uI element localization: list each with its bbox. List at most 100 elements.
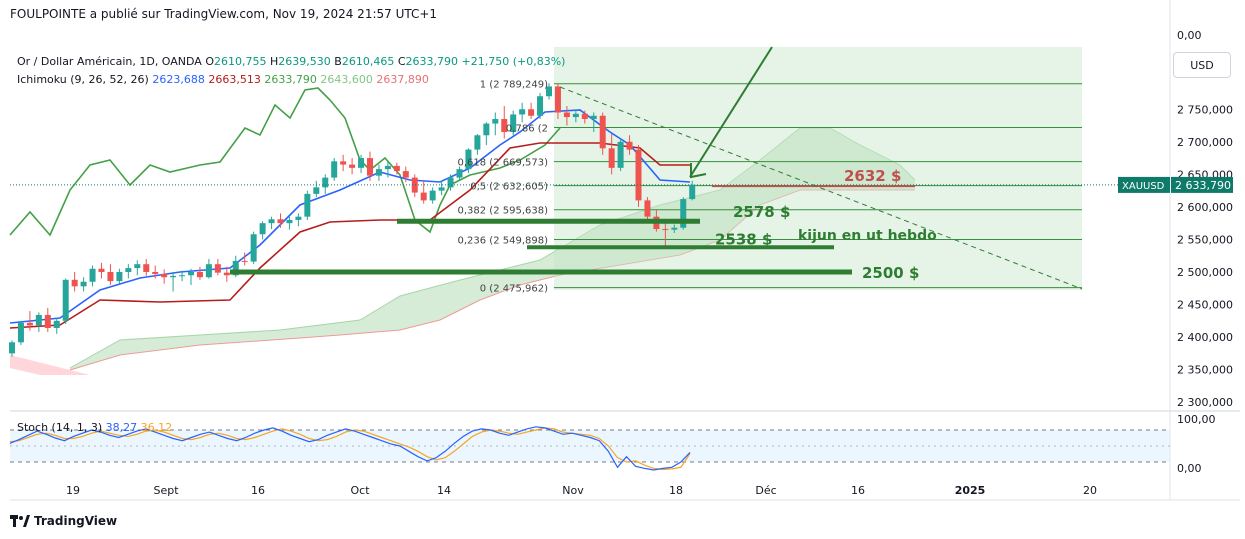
candle-body	[205, 264, 212, 278]
tradingview-logo[interactable]: TradingView	[10, 514, 117, 528]
candle-body	[98, 268, 105, 272]
candle-body	[286, 219, 293, 224]
candle-body	[671, 227, 678, 230]
ohlc-open-label: O	[205, 55, 215, 68]
candle-body	[241, 260, 248, 262]
ichimoku-span-b: 2637,890	[376, 73, 429, 86]
candle-body	[429, 190, 436, 201]
ichimoku-name: Ichimoku (9, 26, 52, 26)	[17, 73, 149, 86]
stoch-name: Stoch (14, 1, 3)	[17, 421, 103, 434]
candle-body	[232, 260, 239, 276]
trend-line-dashed	[559, 86, 1083, 290]
candle-body	[9, 342, 15, 354]
publish-info: FOULPOINTE a publié sur TradingView.com,…	[10, 7, 438, 21]
currency-button[interactable]: USD	[1173, 52, 1231, 78]
ohlc-open: 2610,755	[214, 55, 267, 68]
price-tick-label: 2 700,000	[1177, 136, 1233, 149]
kijun-sen-line	[9, 142, 690, 329]
candle-body	[17, 322, 24, 343]
candle-body	[456, 169, 463, 178]
price-tick-label: 2 450,000	[1177, 299, 1233, 312]
time-tick-label: 2025	[955, 484, 986, 497]
candle-body	[420, 192, 427, 201]
fib-level-label: 0,786 (2	[506, 123, 548, 134]
candle-body	[554, 86, 561, 113]
candle-body	[44, 314, 51, 328]
ohlc-close-label: C	[397, 55, 406, 68]
ichimoku-kijun: 2663,513	[208, 73, 261, 86]
candle-body	[546, 86, 552, 97]
candle-body	[349, 164, 356, 168]
candle-body	[447, 177, 454, 188]
stoch-k-value: 38,27	[105, 421, 138, 434]
candle-body	[644, 200, 651, 217]
candle-body	[134, 264, 141, 269]
time-tick-label: 16	[251, 484, 265, 497]
candle-body	[626, 141, 633, 150]
time-tick-label: Oct	[350, 484, 370, 497]
candle-body	[35, 314, 42, 326]
projection-arrow-head	[690, 163, 707, 179]
fib-level-label: 0,618 (2 669,573)	[457, 158, 548, 169]
symbol-legend: Or / Dollar Américain, 1D, OANDA O2610,7…	[17, 55, 565, 68]
candle-body	[528, 109, 535, 116]
candle-body	[599, 115, 606, 149]
candle-body	[223, 272, 230, 276]
candle-body	[196, 272, 203, 278]
price-tick-label: 2 400,000	[1177, 331, 1233, 344]
candle-body	[384, 165, 391, 170]
candle-body	[537, 96, 544, 116]
candle-body	[474, 135, 481, 150]
price-tick-label: 2 600,000	[1177, 201, 1233, 214]
candle-body	[152, 272, 159, 274]
candle-body	[179, 275, 186, 277]
candle-body	[581, 113, 588, 120]
candle-body	[465, 149, 472, 170]
symbol-tag	[1118, 176, 1170, 193]
fib-level-label: 0,382 (2 595,638)	[457, 206, 548, 217]
price-annotation: 2500 $	[862, 264, 919, 282]
last-price-tag	[1171, 176, 1233, 193]
candle-body	[689, 184, 696, 200]
tradingview-icon	[10, 515, 30, 527]
time-tick-label: 20	[1083, 484, 1097, 497]
price-annotation: kijun en ut hebdo	[798, 228, 937, 244]
candle-body	[501, 119, 508, 133]
candle-body	[358, 158, 365, 168]
symbol-title: Or / Dollar Américain, 1D, OANDA	[17, 55, 202, 68]
stoch-legend[interactable]: Stoch (14, 1, 3) 38,27 36,12	[17, 421, 172, 434]
price-tick-label: 2 550,000	[1177, 233, 1233, 246]
stoch-tick-label: 100,00	[1177, 413, 1216, 426]
candle-body	[483, 123, 490, 136]
fib-level-label: 0,5 (2 632,605)	[470, 182, 548, 193]
time-tick-label: Déc	[755, 484, 776, 497]
candle-body	[313, 187, 320, 194]
candle-body	[680, 199, 687, 228]
candle-body	[295, 216, 302, 220]
ichimoku-legend[interactable]: Ichimoku (9, 26, 52, 26) 2623,688 2663,5…	[17, 73, 429, 86]
candle-body	[572, 113, 579, 118]
ohlc-close: 2633,790	[405, 55, 459, 68]
price-tick-label: 2 500,000	[1177, 266, 1233, 279]
ichimoku-span-a: 2643,600	[320, 73, 373, 86]
candle-body	[277, 219, 284, 224]
candle-body	[393, 165, 400, 172]
ohlc-high: 2639,530	[278, 55, 331, 68]
time-tick-label: 14	[437, 484, 451, 497]
price-annotation: 2578 $	[733, 203, 790, 221]
chikou-span-line	[9, 87, 561, 237]
price-tick-label: 2 300,000	[1177, 396, 1233, 409]
candle-body	[411, 177, 418, 193]
ichimoku-cloud	[70, 128, 915, 370]
stoch-d-value: 36,12	[140, 421, 173, 434]
candle-body	[116, 272, 123, 282]
fib-level-label: 0,236 (2 549,898)	[457, 236, 548, 247]
candle-body	[340, 161, 347, 165]
candle-body	[590, 115, 597, 120]
candle-body	[89, 268, 96, 282]
candle-body	[62, 279, 69, 321]
candle-body	[107, 272, 114, 282]
candle-body	[402, 171, 409, 178]
time-tick-label: 16	[851, 484, 865, 497]
